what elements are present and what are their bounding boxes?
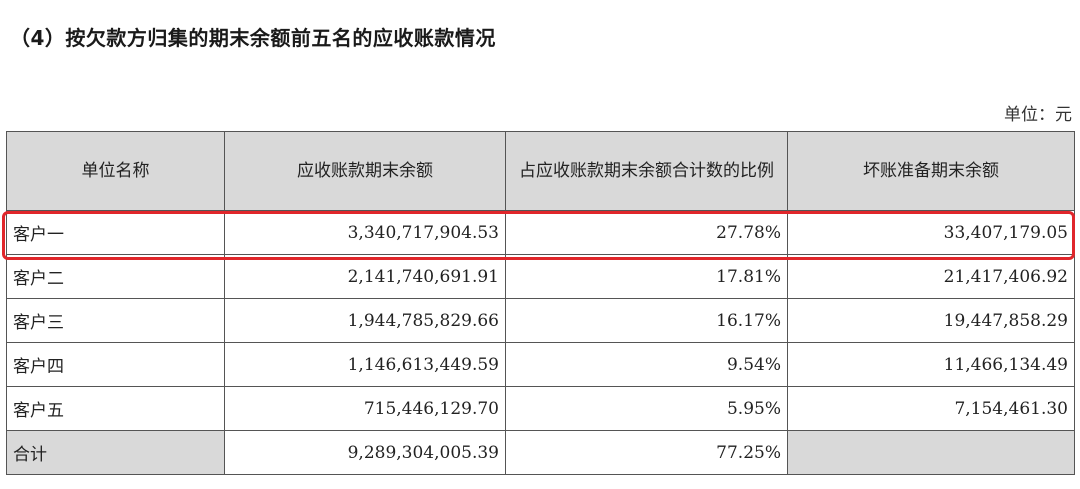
cell-company: 客户三 [6,298,225,343]
cell-provision: 33,407,179.05 [787,210,1075,255]
table-row: 客户二 2,141,740,691.91 17.81% 21,417,406.9… [6,254,1075,299]
table-row: 客户一 3,340,717,904.53 27.78% 33,407,179.0… [6,210,1075,255]
total-row: 合计 9,289,304,005.39 77.25% [6,430,1075,475]
cell-balance: 1,146,613,449.59 [224,342,506,387]
cell-total-label: 合计 [6,430,225,475]
cell-ratio: 9.54% [505,342,788,387]
cell-balance: 715,446,129.70 [224,386,506,431]
cell-total-ratio: 77.25% [505,430,788,475]
cell-provision: 19,447,858.29 [787,298,1075,343]
cell-company: 客户五 [6,386,225,431]
cell-balance: 1,944,785,829.66 [224,298,506,343]
table-row: 客户四 1,146,613,449.59 9.54% 11,466,134.49 [6,342,1075,387]
col-header-balance: 应收账款期末余额 [224,131,506,211]
cell-ratio: 5.95% [505,386,788,431]
cell-ratio: 16.17% [505,298,788,343]
col-header-provision: 坏账准备期末余额 [787,131,1075,211]
cell-ratio: 27.78% [505,210,788,255]
section-heading: （4）按欠款方归集的期末余额前五名的应收账款情况 [10,26,496,50]
receivables-table: 单位名称 应收账款期末余额 占应收账款期末余额合计数的比例 坏账准备期末余额 客… [6,131,1075,475]
cell-balance: 2,141,740,691.91 [224,254,506,299]
col-header-company: 单位名称 [6,131,225,211]
cell-provision: 7,154,461.30 [787,386,1075,431]
cell-total-blank [787,430,1075,475]
cell-provision: 11,466,134.49 [787,342,1075,387]
cell-company: 客户一 [6,210,225,255]
unit-label: 单位：元 [1004,105,1072,125]
cell-total-balance: 9,289,304,005.39 [224,430,506,475]
cell-company: 客户二 [6,254,225,299]
col-header-ratio: 占应收账款期末余额合计数的比例 [505,131,788,211]
cell-provision: 21,417,406.92 [787,254,1075,299]
table-row: 客户五 715,446,129.70 5.95% 7,154,461.30 [6,386,1075,431]
cell-company: 客户四 [6,342,225,387]
table-header-row: 单位名称 应收账款期末余额 占应收账款期末余额合计数的比例 坏账准备期末余额 [6,131,1075,211]
table-row: 客户三 1,944,785,829.66 16.17% 19,447,858.2… [6,298,1075,343]
cell-ratio: 17.81% [505,254,788,299]
cell-balance: 3,340,717,904.53 [224,210,506,255]
